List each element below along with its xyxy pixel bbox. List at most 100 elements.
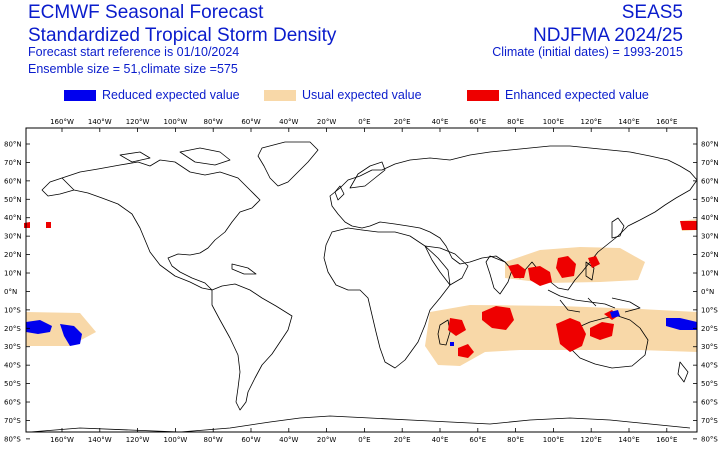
longitude-label: 60°E — [469, 436, 486, 444]
legend-swatch-reduced — [64, 89, 96, 101]
longitude-label: 60°W — [241, 118, 260, 126]
indonesia — [547, 289, 641, 313]
longitude-label: 140°W — [88, 436, 112, 444]
latitude-label: 0°N — [4, 288, 17, 296]
africa — [323, 227, 451, 369]
latitude-label: 30°S — [701, 343, 718, 351]
tick-marks — [26, 128, 697, 440]
latitude-label: 70°N — [701, 159, 719, 167]
longitude-label: 20°W — [317, 118, 336, 126]
legend-swatch-usual — [264, 89, 296, 101]
latitude-label: 40°N — [4, 214, 22, 222]
longitude-label: 0°E — [358, 436, 370, 444]
latitude-label: 10°N — [4, 270, 22, 278]
scandinavia — [349, 161, 386, 189]
greenland — [257, 141, 319, 187]
longitude-label: 100°W — [164, 118, 188, 126]
latitude-label: 10°S — [4, 306, 21, 314]
latitude-label: 30°N — [701, 233, 719, 241]
latitude-label: 80°S — [4, 435, 21, 443]
longitude-label: 20°E — [394, 118, 411, 126]
latitude-label: 50°N — [4, 196, 22, 204]
latitude-label: 80°S — [701, 435, 718, 443]
antarctica — [29, 415, 691, 433]
latitude-label: 50°N — [701, 196, 719, 204]
reduced-regions — [26, 310, 697, 346]
map-frame — [25, 127, 698, 433]
longitude-label: 140°E — [618, 118, 639, 126]
title-line-2: Standardized Tropical Storm Density — [28, 25, 337, 46]
longitude-label: 160°W — [50, 118, 74, 126]
longitude-label: 0°E — [358, 118, 370, 126]
longitude-label: 40°W — [279, 436, 298, 444]
legend-label-enhanced: Enhanced expected value — [505, 88, 649, 102]
coastlines — [29, 141, 698, 433]
climate-label: Climate (initial dates) = 1993-2015 — [492, 45, 683, 59]
legend-item-usual: Usual expected value — [264, 88, 422, 102]
longitude-label: 40°E — [432, 118, 449, 126]
longitude-label: 140°E — [618, 436, 639, 444]
latitude-label: 50°S — [701, 380, 718, 388]
latitude-label: 40°S — [701, 362, 718, 370]
enhanced-regions — [24, 221, 697, 358]
alaska — [41, 177, 75, 197]
longitude-label: 100°W — [164, 436, 188, 444]
latitude-labels-left: 80°N 70°N 60°N 50°N 40°N 30°N 20°N 10°N 0°N 10°S 2… — [4, 141, 22, 444]
longitude-label: 80°W — [204, 436, 223, 444]
longitude-label: 100°E — [543, 436, 564, 444]
latitude-label: 60°N — [701, 177, 719, 185]
longitude-label: 40°W — [279, 118, 298, 126]
latitude-label: 20°S — [4, 325, 21, 333]
longitude-label: 160°W — [50, 436, 74, 444]
longitude-label: 20°E — [394, 436, 411, 444]
latitude-label: 60°S — [4, 399, 21, 407]
longitude-label: 60°W — [241, 436, 260, 444]
legend-label-reduced: Reduced expected value — [102, 88, 240, 102]
system-label: SEAS5 — [621, 2, 683, 23]
forecast-start-text: Forecast start reference is 01/10/2024 — [28, 45, 240, 59]
ensemble-size-text: Ensemble size = 51,climate size =575 — [28, 62, 238, 76]
india — [485, 255, 513, 295]
longitude-label: 140°W — [88, 118, 112, 126]
latitude-label: 20°S — [701, 325, 718, 333]
legend-label-usual: Usual expected value — [302, 88, 422, 102]
longitude-labels-bottom: 160°W 140°W 120°W 100°W 80°W 60°W 40°W 20°W 0°E 2… — [50, 436, 677, 444]
longitude-label: 80°W — [204, 118, 223, 126]
latitude-label: 70°S — [4, 417, 21, 425]
latitude-label: 40°S — [4, 362, 21, 370]
usual-regions — [26, 219, 697, 366]
new-zealand — [677, 361, 689, 383]
longitude-label: 120°W — [126, 436, 150, 444]
north-america — [61, 159, 261, 291]
europe-asia — [329, 145, 698, 291]
legend-swatch-enhanced — [467, 89, 499, 101]
latitude-label: 20°N — [4, 251, 22, 259]
south-america — [211, 283, 293, 411]
latitude-label: 10°S — [701, 306, 718, 314]
longitude-label: 120°E — [581, 436, 602, 444]
longitude-label: 120°W — [126, 118, 150, 126]
latitude-label: 70°S — [701, 417, 718, 425]
longitude-label: 100°E — [543, 118, 564, 126]
latitude-label: 80°N — [4, 141, 22, 149]
longitude-label: 120°E — [581, 118, 602, 126]
latitude-label: 30°N — [4, 233, 22, 241]
latitude-label: 40°N — [701, 214, 719, 222]
arabia — [424, 245, 469, 286]
longitude-label: 80°E — [507, 436, 524, 444]
longitude-label: 160°E — [656, 118, 677, 126]
latitude-label: 80°N — [701, 141, 719, 149]
period-label: NDJFMA 2024/25 — [533, 25, 683, 46]
longitude-label: 80°E — [507, 118, 524, 126]
cuba — [231, 263, 257, 275]
latitude-label: 20°N — [701, 251, 719, 259]
latitude-label: 10°N — [701, 270, 719, 278]
legend-item-reduced: Reduced expected value — [64, 88, 240, 102]
australia — [569, 315, 649, 369]
latitude-label: 60°N — [4, 177, 22, 185]
latitude-label: 70°N — [4, 159, 22, 167]
title-line-1: ECMWF Seasonal Forecast — [28, 2, 264, 23]
uk — [334, 185, 345, 201]
legend-item-enhanced: Enhanced expected value — [467, 88, 649, 102]
